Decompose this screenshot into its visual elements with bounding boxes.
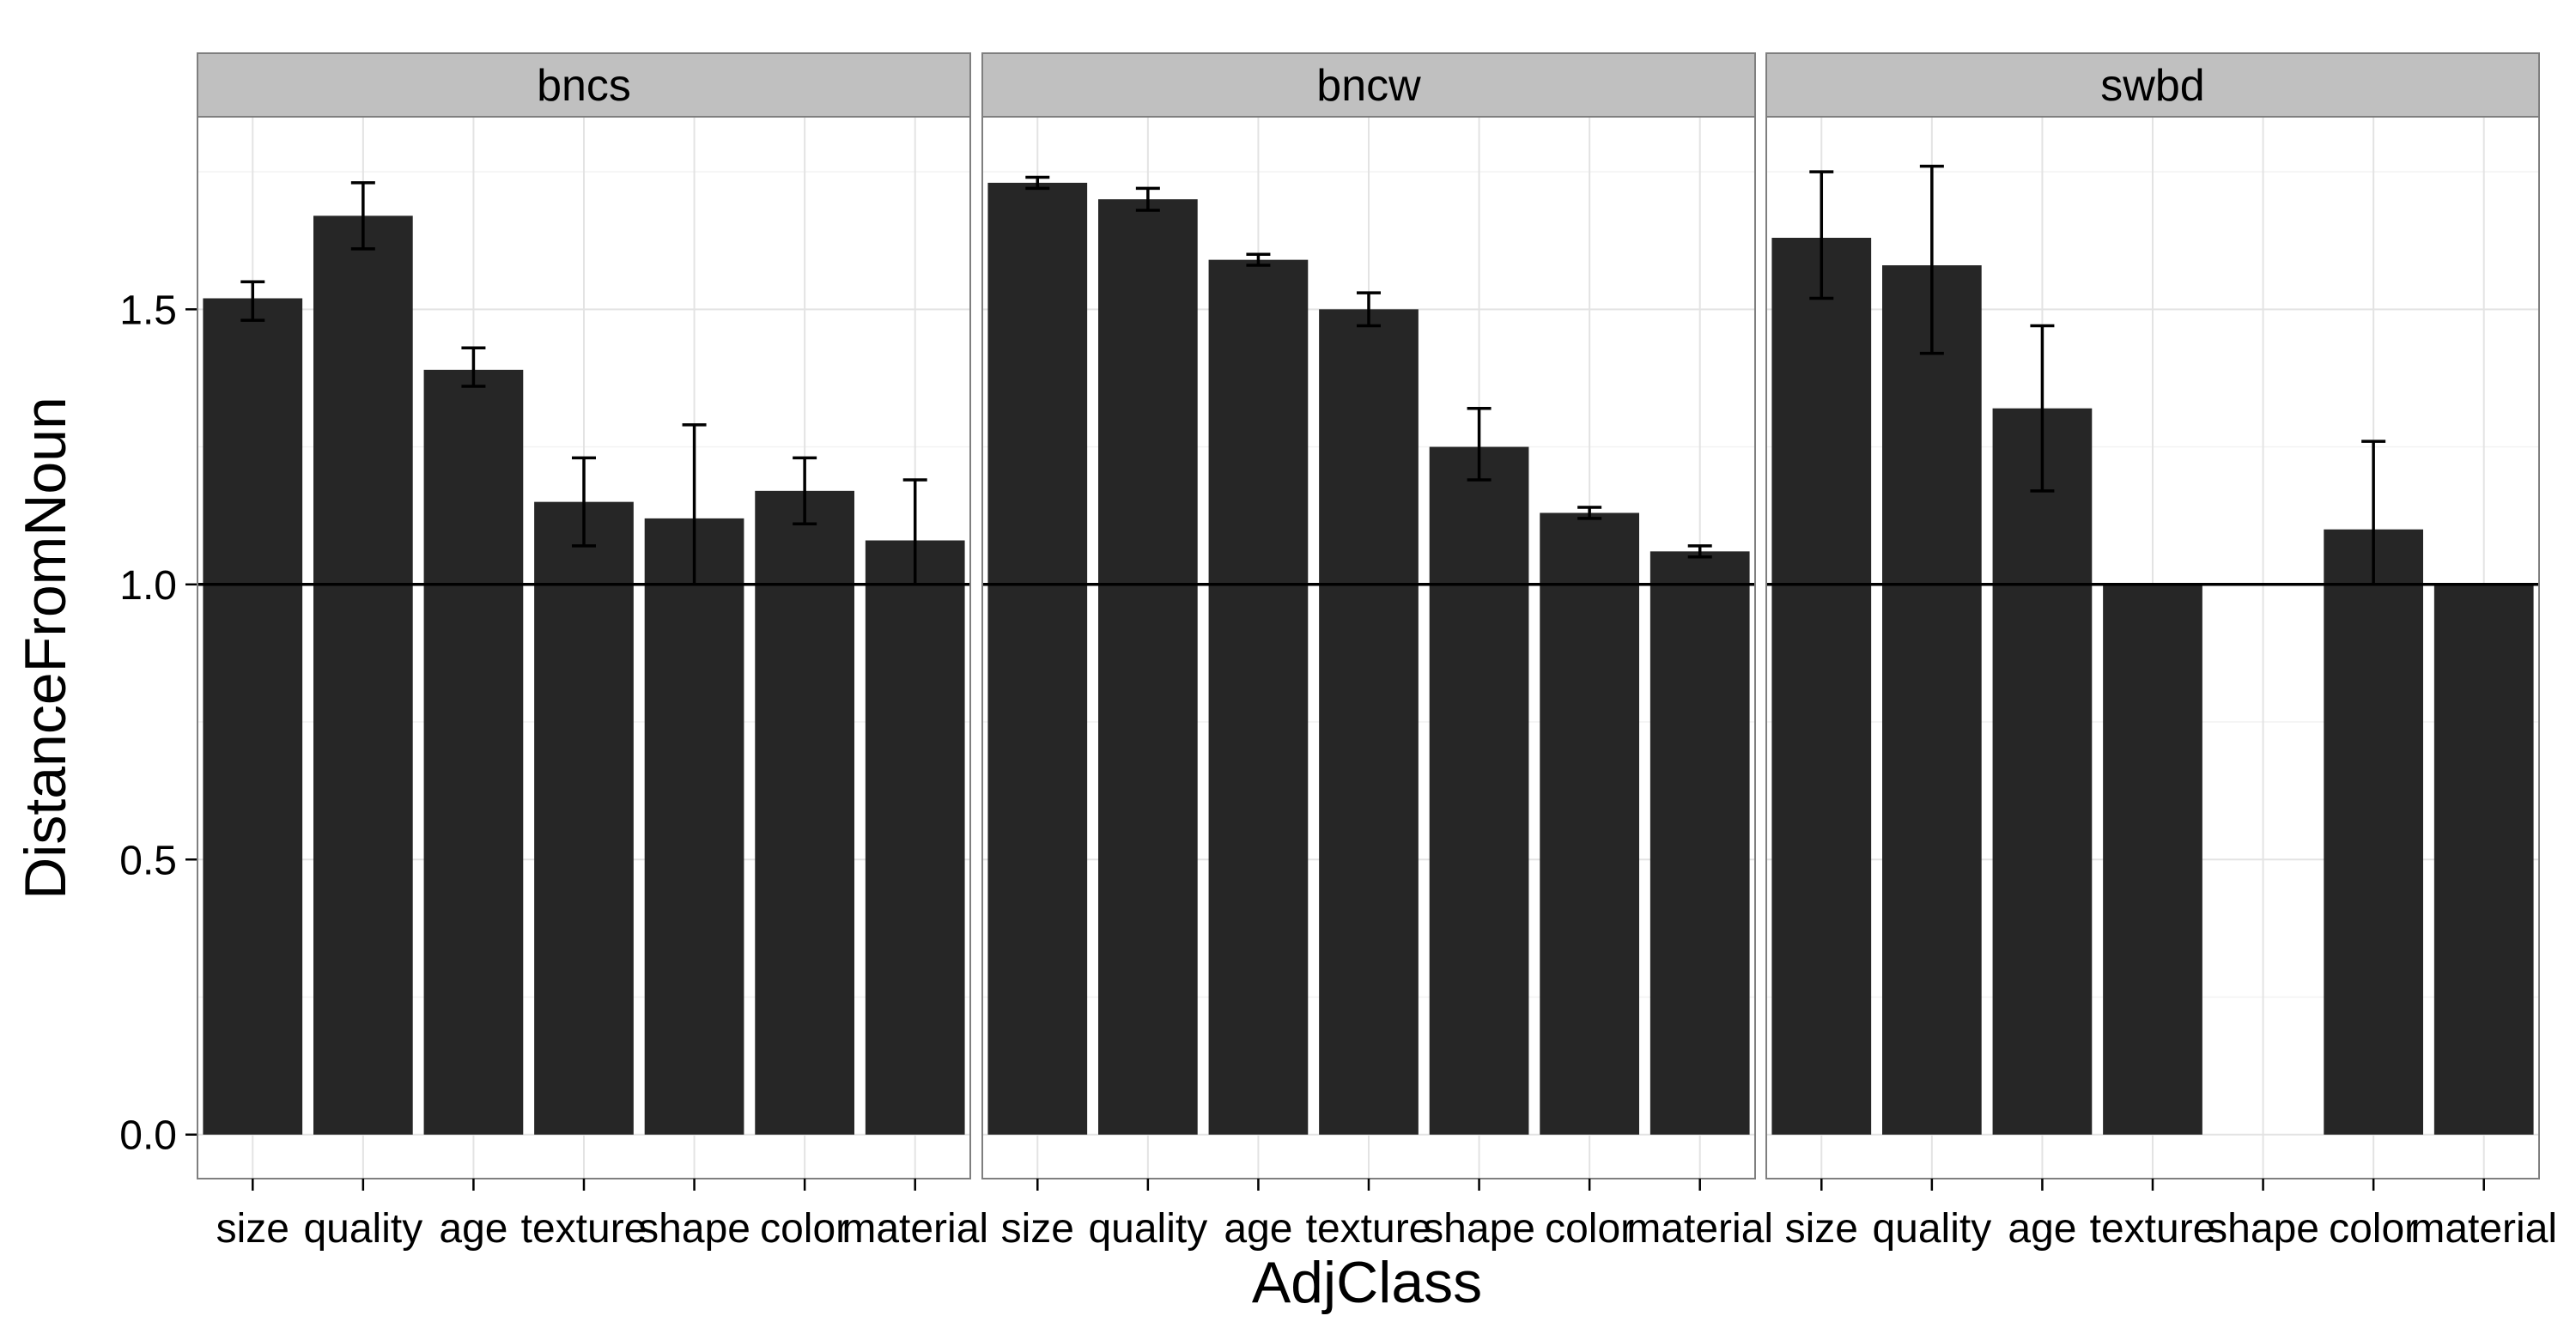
error-bar — [1135, 186, 1160, 212]
error-bar — [793, 456, 817, 526]
x-tick-label: material — [1626, 1206, 1773, 1252]
y-tick-label: 1.0 — [119, 563, 177, 609]
x-tick-label: shape — [638, 1206, 750, 1252]
strip-label: swbd — [2100, 61, 2204, 111]
x-tick-label: texture — [1306, 1206, 1432, 1252]
bar-bncs-quality — [313, 215, 413, 1135]
strip-header — [1765, 52, 2540, 118]
x-tick-label: quality — [303, 1206, 422, 1252]
strip-label: bncw — [1316, 61, 1421, 111]
x-tick-label: color — [760, 1206, 849, 1252]
error-bar — [1467, 406, 1492, 482]
x-axis-title: AdjClass — [1252, 1250, 1482, 1315]
error-bar — [1577, 506, 1602, 520]
y-axis: 0.0 0.5 1.0 1.5 — [119, 288, 197, 1159]
x-tick-label: color — [2329, 1206, 2418, 1252]
bar-bncw-material — [1649, 551, 1750, 1135]
x-tick-label: material — [2410, 1206, 2557, 1252]
error-bar — [1246, 252, 1271, 267]
x-tick-label: size — [1785, 1206, 1858, 1252]
bar-swbd-material — [2433, 584, 2534, 1135]
error-bar — [572, 456, 596, 548]
strip-header — [981, 52, 1756, 118]
error-bar — [1809, 170, 1834, 300]
strip-label: bncs — [537, 61, 631, 111]
error-bar — [350, 181, 375, 251]
bar-swbd-texture — [2103, 584, 2202, 1135]
bar-bncs-shape — [644, 518, 744, 1135]
error-bar — [1687, 544, 1712, 559]
strip-header — [197, 52, 971, 118]
error-bar — [240, 280, 265, 322]
bar-bncs-material — [865, 540, 965, 1135]
y-tick-label: 0.0 — [119, 1113, 177, 1159]
bar-bncw-texture — [1319, 309, 1419, 1135]
bar-swbd-age — [1992, 408, 2093, 1135]
error-bar — [1025, 175, 1050, 191]
x-tick-label: age — [2008, 1206, 2076, 1252]
error-bar — [461, 346, 486, 388]
x-tick-label: quality — [1872, 1206, 1991, 1252]
bar-swbd-color — [2324, 529, 2423, 1135]
x-tick-label: texture — [521, 1206, 647, 1252]
bar-bncw-quality — [1098, 199, 1198, 1135]
bar-swbd-quality — [1882, 265, 1982, 1135]
bar-bncs-age — [423, 369, 524, 1135]
x-tick-label: material — [841, 1206, 988, 1252]
x-tick-label: color — [1545, 1206, 1634, 1252]
bar-bncw-size — [987, 182, 1088, 1135]
y-axis-title: DistanceFromNoun — [13, 397, 78, 900]
bar-bncw-color — [1540, 512, 1639, 1135]
x-tick-label: size — [216, 1206, 289, 1252]
y-tick-label: 1.5 — [119, 288, 177, 333]
error-bar — [2030, 324, 2055, 493]
x-tick-label: shape — [2207, 1206, 2319, 1252]
y-tick-label: 0.5 — [119, 838, 177, 883]
bar-bncs-texture — [534, 501, 634, 1135]
error-bar — [1357, 291, 1381, 328]
bar-bncs-color — [755, 490, 854, 1135]
x-tick-label: age — [1224, 1206, 1292, 1252]
x-tick-label: age — [439, 1206, 507, 1252]
error-bar — [1919, 164, 1944, 355]
bar-swbd-size — [1771, 238, 1872, 1135]
x-tick-label: texture — [2090, 1206, 2216, 1252]
bar-bncs-size — [203, 298, 303, 1135]
x-tick-label: size — [1001, 1206, 1074, 1252]
bar-bncw-age — [1208, 259, 1309, 1135]
x-tick-label: quality — [1088, 1206, 1207, 1252]
bar-bncw-shape — [1429, 446, 1529, 1135]
x-tick-label: shape — [1423, 1206, 1535, 1252]
